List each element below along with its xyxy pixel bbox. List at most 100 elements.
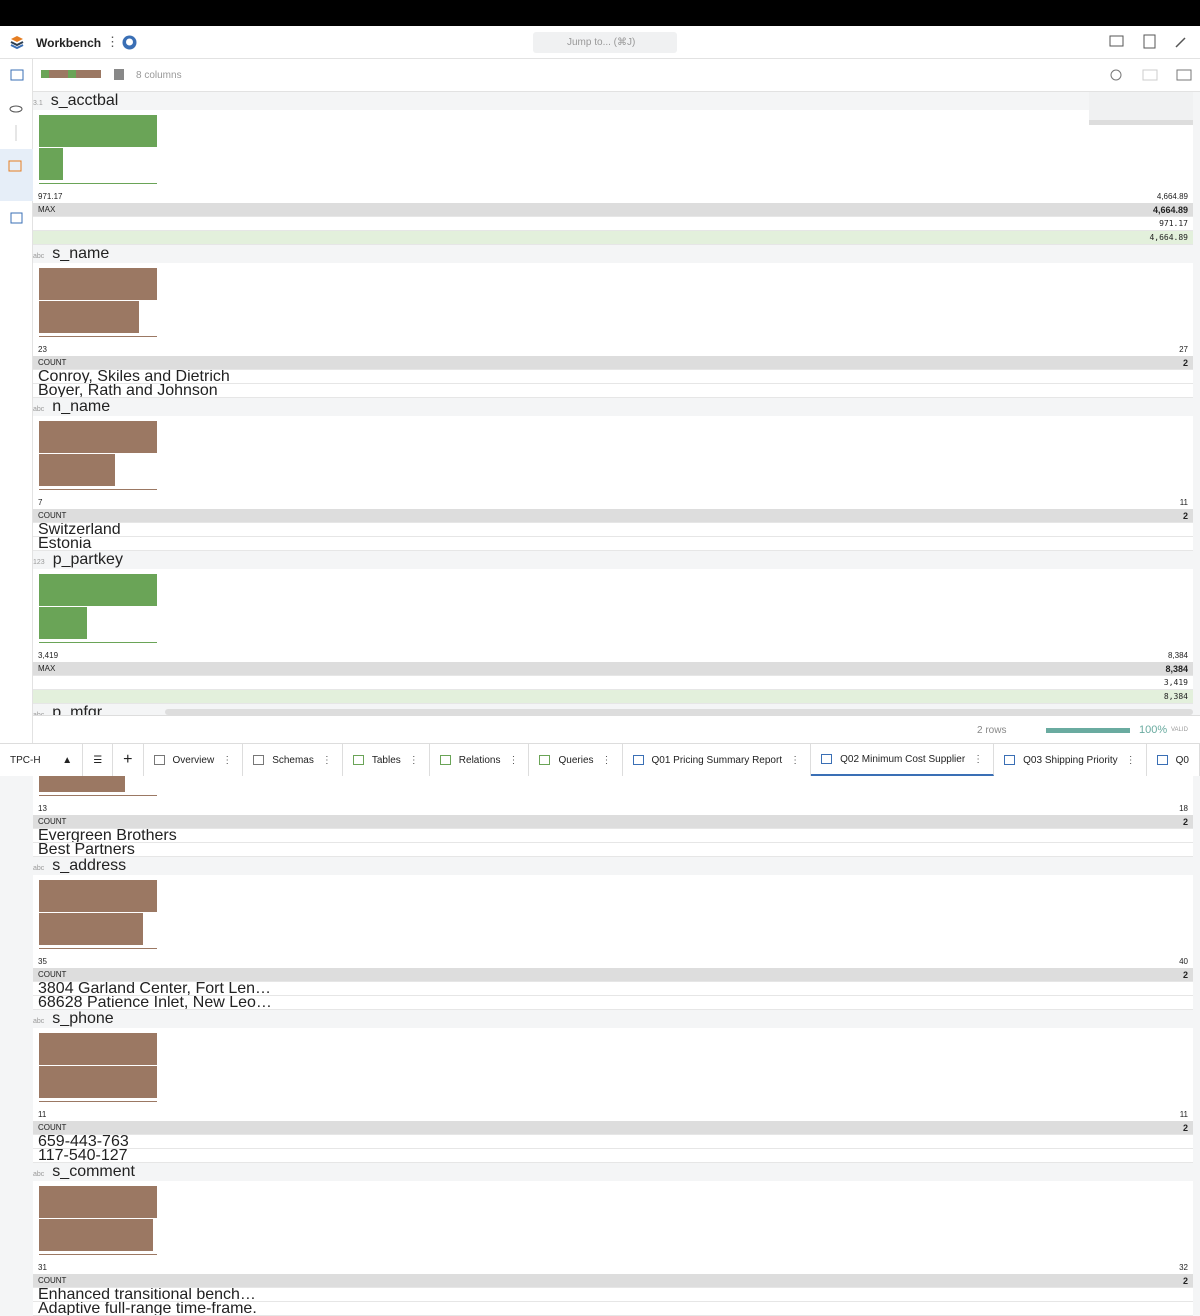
column: 3.1 s_acctbal 971.17 4,664.89 MAX 4,664.89 971…	[33, 92, 1193, 245]
stat-value: 2	[1182, 817, 1188, 827]
range-max: 8,384	[1167, 651, 1188, 660]
type-badge: abc	[33, 865, 45, 872]
cell: 4,664.89	[33, 231, 1193, 245]
tab[interactable]: Queries ⋮	[529, 744, 623, 776]
stat-label: COUNT	[38, 970, 67, 979]
cell: 971.17	[33, 217, 1193, 231]
cell: Adaptive full-range time-frame.	[33, 1302, 1193, 1316]
toolbar-icons[interactable]	[1109, 68, 1193, 83]
histogram-bar	[39, 1219, 154, 1251]
histogram-bar	[39, 1033, 157, 1065]
range-row: 3,419 8,384	[33, 649, 1193, 662]
range-max: 18	[1179, 804, 1188, 813]
logo	[10, 36, 24, 49]
histogram-bar	[39, 148, 63, 180]
range-row: 11 11	[33, 1108, 1193, 1121]
tab-label: Q02 Minimum Cost Supplier	[840, 753, 966, 765]
tab-menu: ⋮	[790, 754, 801, 766]
histogram-bar	[39, 115, 157, 147]
column-header: abc s_phone	[33, 1010, 1193, 1028]
status-bar: 2 rows 100% VALID	[33, 715, 1200, 743]
columns-count: 8 columns	[136, 70, 182, 81]
histogram	[33, 416, 1193, 496]
column-header: abc s_name	[33, 245, 1193, 263]
histogram-bar	[39, 301, 140, 333]
cell: Conroy, Skiles and Dietrich	[33, 370, 1193, 384]
column-name: n_name	[52, 398, 111, 415]
workspace-selector[interactable]: TPC-H ▲	[0, 744, 84, 776]
tab-menu: ⋮	[321, 754, 332, 766]
stat-value: 2	[1182, 1123, 1188, 1133]
stat-label: COUNT	[38, 817, 67, 826]
tab[interactable]: Relations ⋮	[430, 744, 530, 776]
column-header: 3.1 s_acctbal	[33, 92, 1193, 110]
cell: Evergreen Brothers	[33, 829, 1193, 843]
range-min: 11	[38, 1110, 47, 1119]
stat-label: COUNT	[38, 1276, 67, 1285]
menu-dots[interactable]: ⋮	[106, 34, 119, 49]
histogram-bar	[39, 1186, 157, 1218]
tab[interactable]: Q01 Pricing Summary Report ⋮	[623, 744, 812, 776]
histogram-axis	[39, 1101, 157, 1102]
search-box[interactable]: Jump to... (⌘J)	[533, 32, 677, 53]
top-bar	[0, 0, 1200, 26]
sidebar-icons[interactable]	[0, 59, 33, 239]
stat-row: COUNT 2	[33, 815, 1193, 829]
tab[interactable]: Tables ⋮	[343, 744, 430, 776]
cell: 68628 Patience Inlet, New Leo…	[33, 996, 1193, 1010]
workspace-name: TPC-H	[10, 754, 41, 766]
add-tab-button[interactable]: +	[113, 744, 144, 776]
histogram	[33, 1181, 1193, 1261]
tab-icon	[352, 755, 364, 765]
column-header: abc s_address	[33, 857, 1193, 875]
column: 123 p_partkey 3,419 8,384 MAX 8,384 3,419 8,384	[33, 551, 1193, 704]
tab-label: Q01 Pricing Summary Report	[651, 754, 783, 766]
column: abc s_comment 31 32 COUNT 2 Enhanced transitio…	[33, 1163, 1193, 1316]
histogram-axis	[39, 183, 157, 184]
sidebar	[0, 59, 33, 743]
toolbar: 8 columns	[33, 59, 1200, 92]
tab-label: Q0	[1175, 754, 1189, 766]
histogram-bar	[39, 913, 143, 945]
cell: 659-443-763	[33, 1135, 1193, 1149]
tab[interactable]: Q0	[1147, 744, 1200, 776]
github-icon[interactable]	[122, 35, 137, 50]
tab-label: Relations	[458, 754, 501, 766]
stat-value: 8,384	[1165, 664, 1188, 674]
list-button[interactable]: ☰	[83, 744, 114, 776]
stat-label: COUNT	[38, 511, 67, 520]
range-row: 13 18	[33, 802, 1193, 815]
tab-menu: ⋮	[222, 754, 233, 766]
histogram-bar	[39, 574, 157, 606]
cell: Switzerland	[33, 523, 1193, 537]
header-icons[interactable]	[1108, 34, 1190, 50]
stat-label: COUNT	[38, 358, 67, 367]
tab[interactable]: Overview ⋮	[144, 744, 244, 776]
tab[interactable]: Q03 Shipping Priority ⋮	[994, 744, 1147, 776]
scrollbar[interactable]	[165, 709, 1193, 715]
tab[interactable]: Schemas ⋮	[243, 744, 343, 776]
stat-label: MAX	[38, 205, 56, 214]
type-badge: abc	[33, 253, 45, 260]
tab-icon	[632, 755, 644, 765]
cell: Enhanced transitional bench…	[33, 1288, 1193, 1302]
row-count: 2 rows	[977, 725, 1007, 736]
histogram-bar	[39, 880, 157, 912]
stat-row: COUNT 2	[33, 509, 1193, 523]
range-max: 40	[1179, 957, 1188, 966]
histogram-bar	[39, 1066, 157, 1098]
tab-menu: ⋮	[508, 754, 519, 766]
histogram-bar	[39, 421, 157, 453]
cell: 3804 Garland Center, Fort Len…	[33, 982, 1193, 996]
column-header: 123 p_partkey	[33, 551, 1193, 569]
range-min: 35	[38, 957, 47, 966]
tab-icon	[1004, 755, 1016, 765]
range-min: 7	[38, 498, 43, 507]
stat-row: COUNT 2	[33, 968, 1193, 982]
histogram-axis	[39, 336, 157, 337]
range-min: 23	[38, 345, 47, 354]
tab[interactable]: Q02 Minimum Cost Supplier ⋮	[811, 744, 995, 776]
progress-bar	[1046, 728, 1130, 733]
tab-menu: ⋮	[1125, 754, 1136, 766]
tab-label: Q03 Shipping Priority	[1023, 754, 1118, 766]
